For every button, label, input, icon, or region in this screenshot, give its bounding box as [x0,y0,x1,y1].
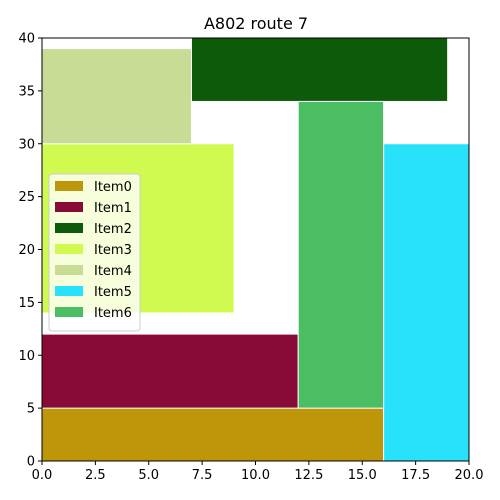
y-tick-label: 30 [18,137,35,152]
legend-label-item6: Item6 [94,306,132,321]
rect-item6 [297,100,385,409]
legend-swatch-item2 [55,223,83,233]
x-tick-label: 0.0 [32,468,53,483]
y-tick-label: 10 [18,349,35,364]
legend-label-item4: Item4 [94,264,132,279]
x-tick-label: 15.0 [348,468,377,483]
y-tick-label: 25 [18,190,35,205]
y-tick-label: 20 [18,243,35,258]
legend-swatch-item1 [55,202,83,212]
legend-swatch-item3 [55,244,83,254]
legend-swatch-item4 [55,265,83,275]
legend-swatch-item6 [55,307,83,317]
y-tick-label: 5 [27,402,35,417]
legend-label-item1: Item1 [94,201,132,216]
legend-label-item0: Item0 [94,180,132,195]
legend-swatch-item5 [55,286,83,296]
y-tick-label: 35 [18,84,35,99]
legend-label-item5: Item5 [94,285,132,300]
legend-label-item3: Item3 [94,243,132,258]
legend: Item0 Item1 Item2 Item3 Item4 Item5 Item6 [48,173,141,332]
rect-item0 [41,407,385,462]
y-axis: 0 5 10 15 20 25 30 35 40 [18,32,42,470]
x-tick-label: 5.0 [138,468,159,483]
y-tick-label: 40 [18,32,35,47]
chart-title: A802 route 7 [204,14,308,33]
legend-swatch-item0 [55,181,83,191]
x-axis: 0.0 2.5 5.0 7.5 10.0 12.5 15.0 17.5 20.0 [32,461,484,483]
y-tick-label: 0 [27,455,35,470]
legend-label-item2: Item2 [94,222,132,237]
x-tick-label: 20.0 [455,468,484,483]
x-tick-label: 17.5 [401,468,430,483]
x-tick-label: 2.5 [85,468,106,483]
rect-item5 [383,143,470,462]
y-tick-label: 15 [18,296,35,311]
rect-item2 [190,37,449,102]
rect-item1 [41,333,299,409]
x-tick-label: 10.0 [241,468,270,483]
x-tick-label: 12.5 [294,468,323,483]
x-tick-label: 7.5 [192,468,213,483]
rect-item4 [41,48,192,145]
